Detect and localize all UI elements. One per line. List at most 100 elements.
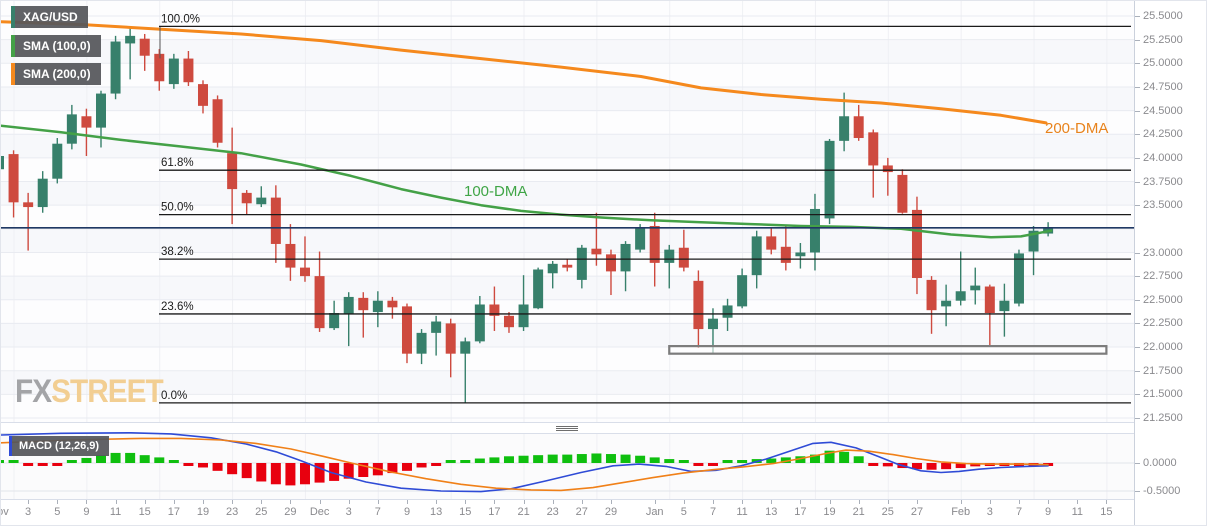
price-axis[interactable]: 23.26100 25.500025.250025.000024.750024.…	[1134, 1, 1206, 525]
price-tick-label: 25.2500	[1143, 33, 1183, 46]
price-chart-panel[interactable]: 100.0% 61.8% 50.0% 38.2% 23.6% 0.0% XAG/USD S…	[1, 1, 1134, 422]
price-tick-label: 21.5000	[1143, 388, 1183, 401]
date-tick-label: 15	[1100, 506, 1113, 518]
macd-chart[interactable]	[1, 431, 1134, 499]
date-tick-label: 13	[765, 506, 778, 518]
date-tick-label: 11	[736, 506, 748, 518]
logo-fx-text: FX	[15, 373, 52, 410]
candlestick-chart[interactable]: 100.0% 61.8% 50.0% 38.2% 23.6% 0.0%	[1, 1, 1134, 422]
price-tick-label: 24.5000	[1143, 104, 1183, 117]
macd-panel[interactable]: MACD (12,26,9)	[1, 431, 1134, 500]
date-tick-label: 7	[709, 506, 717, 518]
date-tick	[203, 500, 204, 504]
svg-text:0.0%: 0.0%	[161, 390, 187, 402]
date-axis[interactable]: Nov 3 5 9 11 15 17 19 23 25 29 Dec 3 7 9 13 15 17 21 23 27 29…	[1, 500, 1134, 525]
macd-signal-line	[1, 437, 1049, 492]
macd-histogram	[1, 450, 1054, 486]
macd-tick-label: -0.5000	[1143, 485, 1181, 497]
price-tick-label: 24.2500	[1143, 128, 1183, 141]
svg-text:61.8%: 61.8%	[161, 157, 194, 169]
date-tick-label: 21	[852, 506, 865, 518]
date-tick-label: 7	[1015, 506, 1023, 518]
sma100-annotation: 100-DMA	[464, 183, 528, 200]
date-tick-label: 23	[225, 506, 239, 518]
price-tick-label: 22.2500	[1143, 317, 1183, 330]
splitter-grip-icon[interactable]	[554, 425, 580, 432]
price-tick	[1135, 205, 1140, 207]
date-tick-label: 11	[1071, 506, 1084, 518]
price-tick-label: 23.5000	[1143, 199, 1183, 212]
sma200-legend-badge[interactable]: SMA (200,0)	[11, 63, 101, 85]
date-tick-label: 25	[881, 506, 894, 518]
price-tick-label: 22.5000	[1143, 293, 1183, 306]
symbol-label: XAG/USD	[23, 10, 78, 24]
macd-legend-badge[interactable]: MACD (12,26,9)	[9, 436, 110, 456]
macd-label: MACD (12,26,9)	[19, 440, 100, 452]
price-tick-label: 24.0000	[1143, 151, 1183, 164]
sma100-legend-badge[interactable]: SMA (100,0)	[11, 35, 101, 57]
date-tick	[407, 500, 408, 504]
date-tick	[917, 500, 918, 504]
date-tick-label: 13	[429, 506, 443, 518]
date-tick-label: 5	[680, 506, 687, 518]
date-tick	[742, 500, 744, 504]
price-tick	[1135, 63, 1140, 65]
price-tick-label: 22.0000	[1143, 341, 1183, 354]
panel-splitter[interactable]	[1, 422, 1134, 434]
price-tick-label: 25.5000	[1143, 10, 1183, 22]
date-tick	[232, 500, 234, 504]
date-tick-label: 29	[284, 506, 297, 518]
date-tick-label: 25	[255, 506, 268, 518]
svg-text:100.0%: 100.0%	[161, 13, 200, 25]
date-tick	[654, 500, 656, 504]
price-tick	[1135, 86, 1140, 88]
sma200-annotation: 200-DMA	[1045, 120, 1109, 137]
date-tick	[436, 500, 438, 504]
date-tick-label: 5	[54, 506, 61, 518]
sma200-label: SMA (200,0)	[23, 67, 91, 81]
date-tick	[683, 500, 685, 504]
date-tick-label: Feb	[951, 506, 971, 518]
date-tick	[960, 500, 962, 504]
macd-line	[1, 431, 1049, 493]
price-tick	[1135, 39, 1140, 41]
date-tick-label: 29	[604, 506, 618, 518]
sma200-line	[1, 20, 1048, 125]
macd-tick-label: 0.0000	[1143, 457, 1177, 469]
date-tick	[771, 500, 773, 504]
price-tick-label: 21.2500	[1143, 412, 1183, 424]
date-tick	[1048, 500, 1050, 504]
date-tick	[319, 500, 321, 504]
price-tick	[1135, 110, 1140, 112]
svg-text:50.0%: 50.0%	[161, 202, 194, 214]
date-tick-label: 17	[167, 506, 181, 518]
date-tick-label: 11	[109, 506, 122, 518]
price-tick	[1135, 16, 1140, 17]
price-tick	[1135, 418, 1140, 419]
symbol-legend-badge[interactable]: XAG/USD	[11, 6, 88, 28]
date-tick	[348, 500, 350, 504]
date-tick-label: 3	[345, 506, 352, 518]
date-tick-label: 3	[25, 506, 32, 518]
macd-tick	[1135, 463, 1140, 464]
date-tick	[887, 500, 889, 504]
date-tick	[989, 500, 991, 504]
svg-text:38.2%: 38.2%	[161, 246, 194, 258]
price-tick-label: 21.7500	[1143, 364, 1183, 377]
date-tick-label: 23	[546, 506, 559, 518]
date-tick	[173, 500, 175, 504]
price-tick	[1135, 252, 1140, 254]
date-tick-label: 15	[459, 506, 472, 518]
price-tick	[1135, 394, 1140, 396]
date-tick	[611, 500, 612, 504]
price-tick	[1135, 347, 1140, 349]
price-tick	[1135, 370, 1140, 372]
date-tick	[115, 500, 117, 504]
date-tick	[800, 500, 802, 504]
price-tick	[1135, 134, 1140, 136]
date-tick-label: 19	[196, 506, 210, 518]
date-tick	[144, 500, 146, 504]
date-tick	[858, 500, 860, 504]
sma100-label: SMA (100,0)	[23, 39, 91, 53]
date-tick	[713, 500, 714, 504]
